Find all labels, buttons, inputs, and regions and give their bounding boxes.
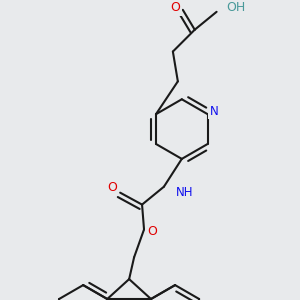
Text: O: O	[147, 225, 157, 238]
Text: N: N	[210, 105, 219, 118]
Text: NH: NH	[176, 186, 193, 199]
Text: O: O	[170, 1, 180, 14]
Text: OH: OH	[226, 1, 246, 14]
Text: O: O	[107, 181, 117, 194]
